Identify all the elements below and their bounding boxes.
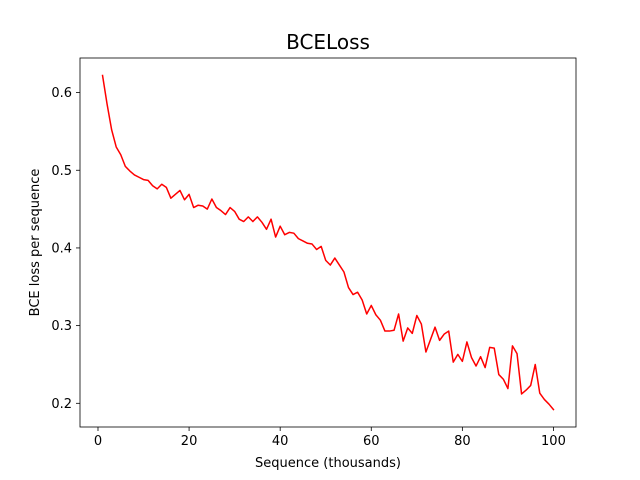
x-tick-label: 0 (94, 434, 102, 449)
chart-title: BCELoss (286, 30, 370, 54)
y-tick-label: 0.2 (51, 397, 72, 412)
y-tick-label: 0.6 (51, 86, 72, 101)
y-tick-label: 0.4 (51, 241, 72, 256)
x-tick-label: 60 (363, 434, 380, 449)
plot-area (80, 58, 576, 427)
x-tick-label: 20 (181, 434, 198, 449)
x-axis-label: Sequence (thousands) (255, 456, 401, 471)
y-tick-label: 0.5 (51, 164, 72, 179)
series-line (101, 74, 555, 411)
plot-frame (79, 57, 577, 428)
x-tick-label: 80 (454, 434, 471, 449)
y-tick-label: 0.3 (51, 319, 72, 334)
axis-ticks: 0 20 40 60 80 100 0.2 0.3 0.4 0.5 0.6 (51, 86, 566, 449)
x-tick-label: 100 (541, 434, 566, 449)
x-tick-label: 40 (272, 434, 289, 449)
y-axis-label: BCE loss per sequence (28, 169, 43, 317)
